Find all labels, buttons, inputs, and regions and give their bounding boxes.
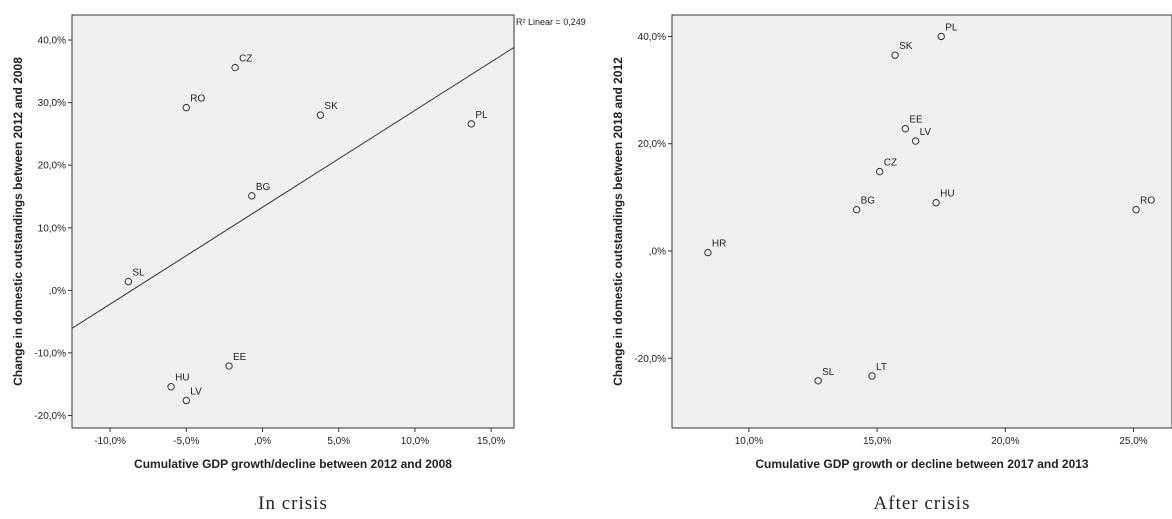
data-label-cz: CZ: [239, 54, 252, 65]
chart-caption: In crisis: [258, 493, 328, 514]
y-tick-label: 20,0%: [38, 161, 66, 172]
data-label-lt: LT: [876, 362, 887, 373]
data-label-sl: SL: [822, 367, 835, 378]
plot-area: [671, 14, 1172, 429]
data-label-pl: PL: [945, 22, 958, 33]
x-tick-label: 15,0%: [477, 436, 505, 447]
x-tick-label: ,0%: [254, 436, 271, 447]
data-label-hu: HU: [175, 373, 189, 384]
y-tick-label: 20,0%: [638, 139, 666, 150]
data-label-pl: PL: [475, 110, 488, 121]
data-point-hu: [167, 383, 175, 391]
data-point-lv: [182, 396, 191, 405]
data-label-bg: BG: [256, 182, 271, 193]
y-tick-label: 10,0%: [38, 223, 66, 234]
data-label-ro: RO: [190, 94, 205, 105]
data-point-sl: [814, 377, 822, 385]
data-label-hr: HR: [712, 239, 726, 250]
x-tick-label: -5,0%: [173, 436, 199, 447]
y-tick-label: -10,0%: [34, 348, 66, 359]
y-tick-label: ,0%: [49, 286, 66, 297]
data-label-sl: SL: [132, 268, 145, 279]
data-label-ro: RO: [1140, 196, 1155, 207]
y-tick-label: ,0%: [649, 247, 666, 258]
data-point-ee: [225, 362, 233, 370]
x-axis-label: Cumulative GDP growth or decline between…: [755, 457, 1089, 471]
data-point-ro: [182, 103, 191, 112]
data-point-lt: [868, 372, 876, 380]
y-tick-label: 30,0%: [38, 98, 66, 109]
data-label-lv: LV: [190, 386, 202, 397]
data-point-sk: [891, 51, 899, 59]
data-point-bg: [852, 206, 861, 214]
plot-area: [71, 14, 515, 429]
data-label-hu: HU: [940, 189, 954, 200]
data-point-hr: [704, 248, 712, 257]
x-tick-label: -10,0%: [94, 436, 126, 447]
x-tick-label: 20,0%: [991, 436, 1019, 447]
data-label-ee: EE: [909, 115, 923, 126]
y-tick-label: -20,0%: [34, 411, 66, 422]
data-point-hu: [932, 199, 940, 207]
x-tick-label: 25,0%: [1119, 436, 1147, 447]
data-point-ro: [1132, 206, 1140, 214]
x-axis-label: Cumulative GDP growth/decline between 20…: [134, 457, 452, 471]
data-point-sl: [124, 277, 133, 286]
data-label-lv: LV: [920, 127, 932, 138]
data-label-bg: BG: [861, 196, 876, 207]
data-label-ee: EE: [233, 352, 247, 363]
y-axis-label: Change in domestic outstandings between …: [611, 57, 625, 386]
x-tick-label: 10,0%: [735, 436, 763, 447]
x-tick-label: 5,0%: [327, 436, 350, 447]
data-point-bg: [248, 192, 256, 200]
data-point-cz: [231, 63, 239, 72]
data-point-pl: [937, 32, 945, 41]
data-point-pl: [467, 120, 476, 128]
y-tick-label: -20,0%: [634, 354, 666, 365]
y-axis-label: Change in domestic outstandings between …: [11, 57, 25, 386]
x-tick-label: 15,0%: [863, 436, 891, 447]
y-tick-label: 40,0%: [638, 32, 666, 43]
data-point-cz: [875, 167, 884, 176]
chart-caption: After crisis: [874, 493, 971, 514]
x-tick-label: 10,0%: [401, 436, 429, 447]
data-point-ee: [901, 125, 910, 133]
fit-line-label: R² Linear = 0,249: [516, 17, 586, 27]
y-tick-label: 40,0%: [38, 36, 66, 47]
data-label-cz: CZ: [884, 158, 897, 169]
chart-in-crisis: -10,0% -5,0% ,0% 5,0% 10,0% 15,0% -20,0% -10,0%…: [11, 14, 586, 514]
data-label-sk: SK: [324, 101, 338, 112]
chart-after-crisis: 10,0% 15,0% 20,0% 25,0% -20,0% ,0% 20,0% 40,0% P…: [611, 14, 1172, 514]
data-point-sk: [316, 111, 325, 119]
data-label-sk: SK: [899, 41, 913, 52]
data-point-lv: [911, 137, 920, 145]
fit-line: [72, 46, 514, 329]
